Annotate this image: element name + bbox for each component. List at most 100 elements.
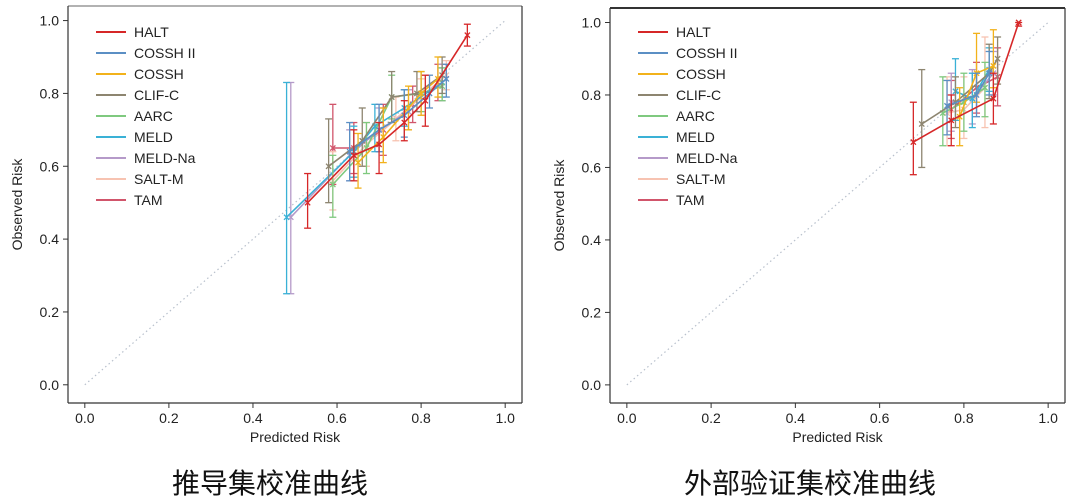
x-tick-label: 0.8	[411, 410, 431, 426]
data-point-stroke	[359, 137, 366, 144]
data-point	[283, 214, 290, 221]
data-point-stroke	[1015, 19, 1022, 26]
series-aarc	[329, 67, 446, 218]
legend-item-tam: TAM	[96, 192, 163, 208]
axes-frame	[609, 7, 1066, 404]
validation-calibration-chart: 0.0 0.2 0.4 0.6 0.8 1.0 0.0 0.2 0.4 0.6 0.8 1.0 Pred…	[551, 7, 1066, 445]
legend-item-cossh-ii: COSSH II	[96, 45, 195, 61]
y-tick-label: 0.8	[40, 85, 60, 101]
legend-label: MELD-Na	[134, 150, 196, 166]
data-point-stroke	[354, 159, 362, 166]
data-point-stroke	[401, 119, 408, 126]
legend: HALT COSSH II COSSH CLIF-C AARC MELD MELD-Na SA…	[638, 24, 738, 208]
error-bar	[358, 107, 366, 167]
data-point	[376, 141, 383, 148]
legend-label: CLIF-C	[676, 87, 721, 103]
data-point	[990, 95, 997, 102]
data-point	[418, 90, 425, 97]
legend: HALT COSSH II COSSH CLIF-C AARC MELD MELD-Na SA…	[96, 24, 196, 208]
legend-item-aarc: AARC	[638, 108, 715, 124]
y-tick-label: 0.6	[582, 159, 602, 175]
error-bar	[375, 121, 383, 175]
data-point	[354, 159, 362, 166]
legend-item-meld: MELD	[638, 129, 715, 145]
data-point-stroke	[329, 181, 336, 188]
data-point-stroke	[418, 90, 425, 97]
legend-label: COSSH II	[134, 45, 195, 61]
derivation-caption: 推导集校准曲线	[171, 467, 368, 500]
data-point	[329, 144, 336, 152]
series-cossh-ii	[943, 50, 993, 136]
x-tick-label: 0.8	[954, 410, 974, 426]
data-point-stroke	[986, 70, 993, 77]
y-tick-label: 0.6	[40, 158, 60, 174]
legend-item-salt-m: SALT-M	[638, 171, 726, 187]
legend-label: HALT	[134, 24, 169, 40]
data-point	[350, 152, 357, 159]
x-tick-label: 0.2	[159, 410, 179, 426]
data-point-stroke	[405, 104, 412, 112]
legend-label: CLIF-C	[134, 87, 179, 103]
error-bar	[283, 81, 291, 295]
data-point-stroke	[943, 102, 951, 109]
data-point-stroke	[994, 55, 1001, 62]
data-point	[388, 93, 395, 101]
data-point-stroke	[371, 123, 378, 130]
error-bar	[329, 154, 337, 218]
legend-label: MELD-Na	[676, 150, 738, 166]
y-tick-label: 0.2	[582, 304, 602, 320]
x-tick-label: 0.6	[870, 410, 890, 426]
legend-item-clif-c: CLIF-C	[96, 87, 179, 103]
legend-item-tam: TAM	[638, 192, 705, 208]
error-bar	[943, 79, 951, 136]
data-point-stroke	[329, 144, 336, 152]
legend-label: HALT	[676, 24, 711, 40]
error-bar	[434, 56, 442, 98]
data-point-stroke	[990, 62, 997, 70]
error-bar	[354, 132, 362, 189]
y-axis-label: Observed Risk	[551, 159, 567, 252]
x-tick-label: 1.0	[1038, 410, 1058, 426]
data-point	[1015, 19, 1022, 26]
error-bar	[379, 107, 387, 164]
series-clif-c	[325, 56, 446, 204]
data-point	[994, 55, 1001, 62]
data-point-stroke	[464, 32, 471, 39]
legend-item-halt: HALT	[638, 24, 711, 40]
data-point	[981, 84, 989, 91]
data-point-stroke	[283, 214, 290, 221]
data-point-stroke	[910, 139, 917, 146]
data-point	[910, 139, 917, 146]
x-tick-label: 0.6	[327, 410, 347, 426]
data-point	[401, 119, 408, 126]
data-point	[329, 181, 336, 188]
legend-label: COSSH	[134, 66, 184, 82]
legend-label: AARC	[134, 108, 173, 124]
legend-item-meld: MELD	[96, 129, 173, 145]
data-point-stroke	[304, 199, 311, 206]
x-tick-label: 0.0	[617, 410, 637, 426]
legend-item-cossh: COSSH	[638, 66, 726, 82]
data-point-stroke	[948, 117, 955, 124]
legend-label: SALT-M	[134, 171, 184, 187]
legend-item-clif-c: CLIF-C	[638, 87, 721, 103]
data-point	[943, 102, 951, 109]
legend-item-aarc: AARC	[96, 108, 173, 124]
data-point-stroke	[990, 95, 997, 102]
legend-label: MELD	[676, 129, 715, 145]
legend-item-cossh: COSSH	[96, 66, 184, 82]
data-point-stroke	[376, 141, 383, 148]
x-tick-label: 0.4	[786, 410, 806, 426]
legend-label: COSSH	[676, 66, 726, 82]
series-halt	[909, 19, 1023, 176]
data-point-stroke	[973, 91, 980, 99]
x-tick-label: 0.4	[243, 410, 263, 426]
y-tick-label: 1.0	[40, 13, 60, 29]
error-bar	[909, 101, 917, 176]
error-bar	[400, 100, 408, 142]
data-point	[422, 97, 429, 104]
data-point-stroke	[325, 163, 332, 170]
derivation-calibration-panel: 0.0 0.2 0.4 0.6 0.8 1.0 0.0 0.2 0.4 0.6 0.8 1.0 Pred…	[9, 5, 523, 500]
data-point-stroke	[388, 93, 395, 101]
legend-item-meld-na: MELD-Na	[96, 150, 196, 166]
